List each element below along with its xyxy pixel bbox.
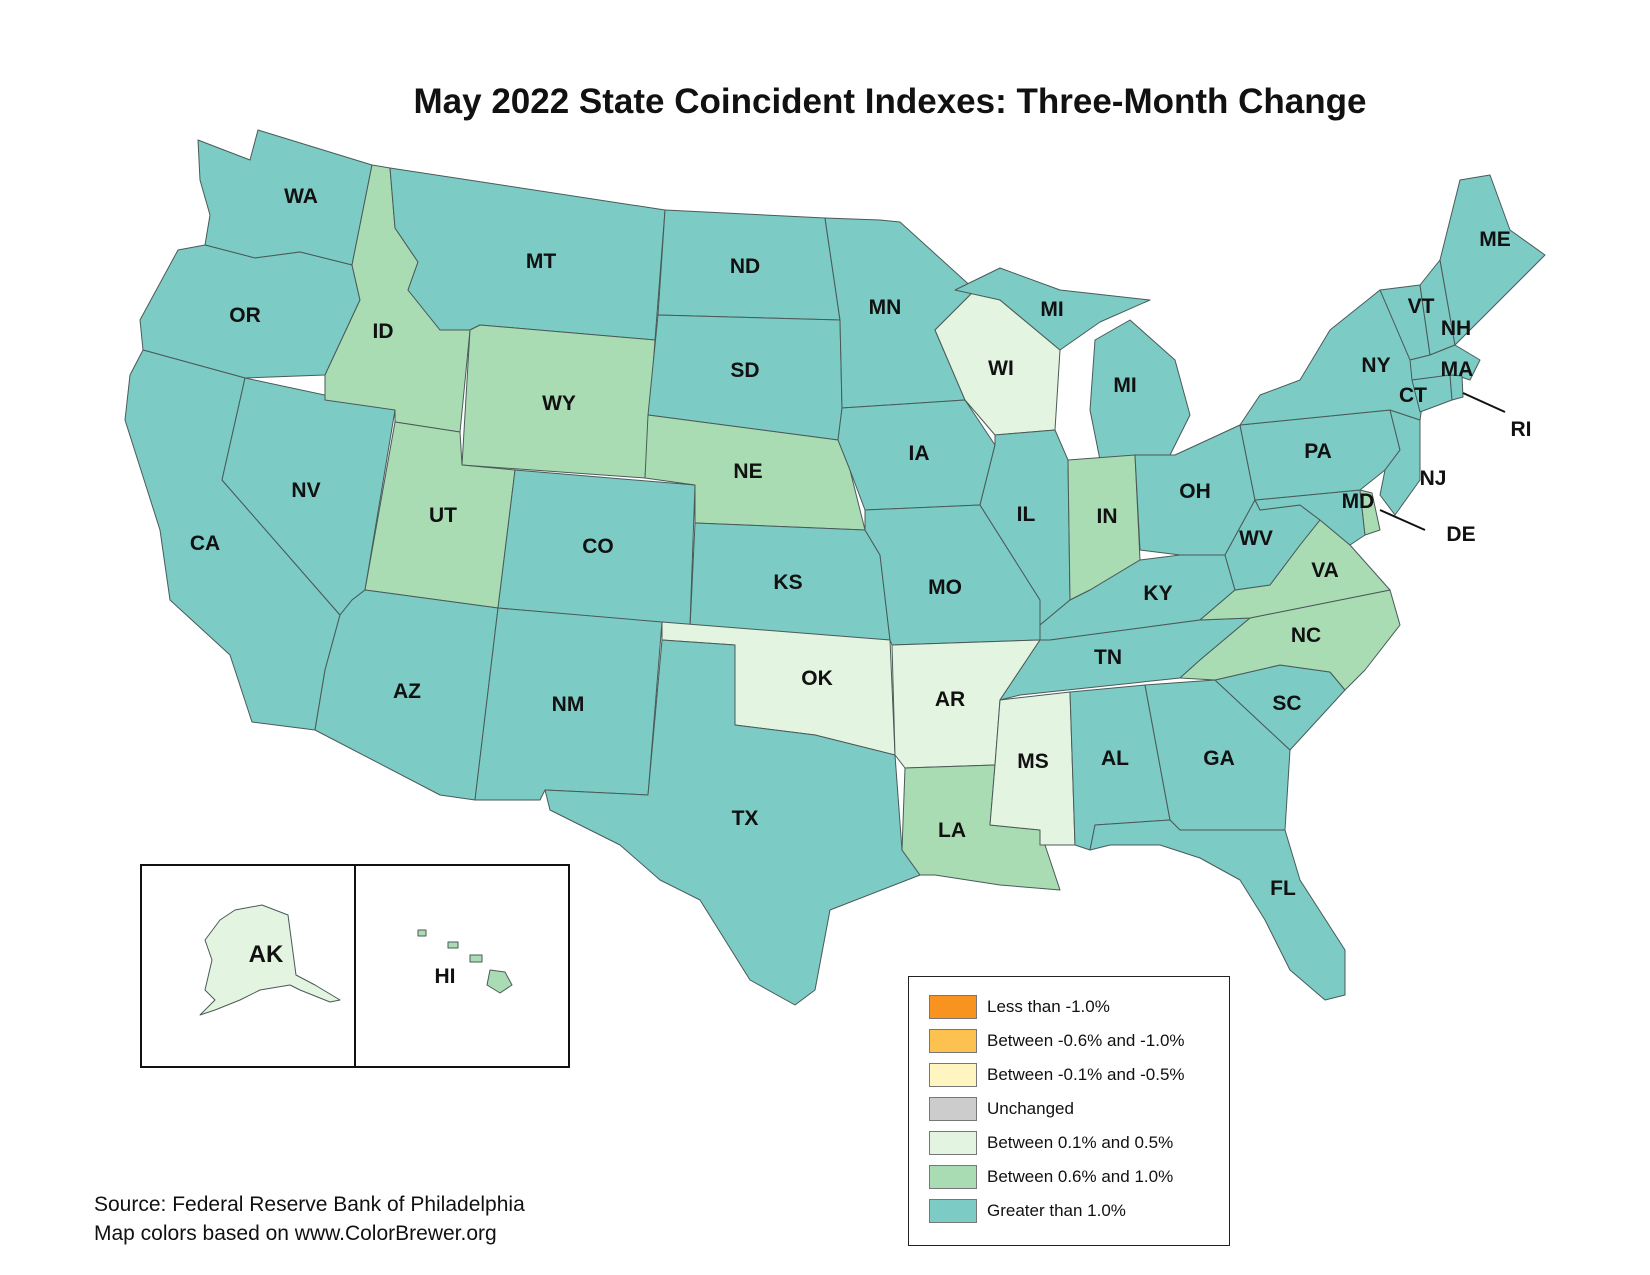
legend-label: Unchanged xyxy=(987,1099,1074,1118)
source-note: Source: Federal Reserve Bank of Philadel… xyxy=(94,1190,525,1248)
leader-RI xyxy=(1462,392,1506,413)
label-WY: WY xyxy=(542,392,576,415)
label-NH: NH xyxy=(1441,317,1471,340)
label-PA: PA xyxy=(1304,440,1332,463)
legend-swatch xyxy=(929,1199,977,1223)
label-RI: RI xyxy=(1511,418,1532,441)
label-OK: OK xyxy=(801,667,833,690)
label-VT: VT xyxy=(1408,295,1435,318)
label-DE: DE xyxy=(1446,523,1475,546)
label-NM: NM xyxy=(552,693,585,716)
label-MO: MO xyxy=(928,576,962,599)
legend-item: Between -0.6% and -1.0% xyxy=(929,1029,1185,1053)
label-ID: ID xyxy=(373,320,394,343)
label-CO: CO xyxy=(582,535,614,558)
legend-item: Between 0.1% and 0.5% xyxy=(929,1131,1173,1155)
legend-swatch xyxy=(929,1029,977,1053)
state-ME[interactable] xyxy=(1439,174,1546,346)
label-OH: OH xyxy=(1179,480,1211,503)
label-OR: OR xyxy=(229,304,261,327)
legend-label: Between -0.6% and -1.0% xyxy=(987,1031,1185,1050)
state-MT[interactable] xyxy=(389,167,666,341)
map-title: May 2022 State Coincident Indexes: Three… xyxy=(413,82,1367,121)
source-line: Source: Federal Reserve Bank of Philadel… xyxy=(94,1193,525,1216)
state-AK[interactable] xyxy=(199,904,341,1016)
state-NJ[interactable] xyxy=(1379,409,1421,516)
legend-label: Greater than 1.0% xyxy=(987,1201,1126,1220)
label-NJ: NJ xyxy=(1420,467,1447,490)
label-MD: MD xyxy=(1342,490,1375,513)
legend-swatch xyxy=(929,1063,977,1087)
label-WI: WI xyxy=(988,357,1014,380)
state-WY[interactable] xyxy=(461,324,656,479)
label-WA: WA xyxy=(284,185,318,208)
label-NE: NE xyxy=(733,460,762,483)
state-DE[interactable] xyxy=(1359,489,1381,536)
label-MI-upper: MI xyxy=(1040,298,1063,321)
legend-label: Between -0.1% and -0.5% xyxy=(987,1065,1185,1084)
label-AK: AK xyxy=(249,941,284,968)
legend-label: Less than -1.0% xyxy=(987,997,1110,1016)
state-FL[interactable] xyxy=(1089,819,1346,1001)
label-AR: AR xyxy=(935,688,965,711)
state-labels: WA OR CA NV ID MT WY UT AZ CO NM ND SD N… xyxy=(190,185,1532,988)
label-NC: NC xyxy=(1291,624,1321,647)
legend-item: Unchanged xyxy=(929,1097,1074,1121)
label-LA: LA xyxy=(938,819,966,842)
legend-swatch xyxy=(929,1097,977,1121)
label-MT: MT xyxy=(526,250,556,273)
legend-item: Between -0.1% and -0.5% xyxy=(929,1063,1185,1087)
legend: Less than -1.0% Between -0.6% and -1.0% … xyxy=(908,976,1230,1246)
label-MI: MI xyxy=(1113,374,1136,397)
state-HI-maui[interactable] xyxy=(469,954,483,963)
label-UT: UT xyxy=(429,504,457,527)
legend-swatch xyxy=(929,995,977,1019)
legend-swatch xyxy=(929,1131,977,1155)
label-AL: AL xyxy=(1101,747,1129,770)
label-SD: SD xyxy=(730,359,759,382)
legend-item: Between 0.6% and 1.0% xyxy=(929,1165,1173,1189)
state-MI[interactable] xyxy=(1089,319,1191,461)
label-SC: SC xyxy=(1272,692,1301,715)
state-HI-kauai[interactable] xyxy=(417,929,427,937)
leader-DE xyxy=(1379,509,1426,531)
label-HI: HI xyxy=(435,965,456,988)
legend-label: Between 0.6% and 1.0% xyxy=(987,1167,1174,1186)
state-HI-oahu[interactable] xyxy=(447,941,459,949)
label-KY: KY xyxy=(1143,582,1172,605)
label-IN: IN xyxy=(1097,505,1118,528)
label-TN: TN xyxy=(1094,646,1122,669)
state-HI-big[interactable] xyxy=(486,969,513,994)
label-VA: VA xyxy=(1311,559,1339,582)
label-NY: NY xyxy=(1361,354,1390,377)
label-WV: WV xyxy=(1239,527,1273,550)
state-RI[interactable] xyxy=(1449,374,1464,401)
label-CA: CA xyxy=(190,532,220,555)
label-IL: IL xyxy=(1017,503,1036,526)
legend-label: Between 0.1% and 0.5% xyxy=(987,1133,1174,1152)
state-TX[interactable] xyxy=(544,639,921,1006)
label-MA: MA xyxy=(1441,358,1474,381)
colorbrewer-credit: Map colors based on www.ColorBrewer.org xyxy=(94,1222,497,1245)
label-MS: MS xyxy=(1017,750,1049,773)
label-MN: MN xyxy=(869,296,902,319)
legend-swatch xyxy=(929,1165,977,1189)
hawaii-inset-frame xyxy=(354,864,570,1068)
label-GA: GA xyxy=(1203,747,1235,770)
legend-item: Greater than 1.0% xyxy=(929,1199,1126,1223)
label-IA: IA xyxy=(909,442,930,465)
label-KS: KS xyxy=(773,571,802,594)
label-ND: ND xyxy=(730,255,760,278)
label-NV: NV xyxy=(291,479,320,502)
legend-item: Less than -1.0% xyxy=(929,995,1110,1019)
state-MI-upper[interactable] xyxy=(954,267,1151,351)
label-TX: TX xyxy=(732,807,759,830)
label-ME: ME xyxy=(1479,228,1511,251)
state-NC[interactable] xyxy=(1179,589,1401,691)
label-AZ: AZ xyxy=(393,680,421,703)
label-CT: CT xyxy=(1399,384,1427,407)
label-FL: FL xyxy=(1270,877,1296,900)
